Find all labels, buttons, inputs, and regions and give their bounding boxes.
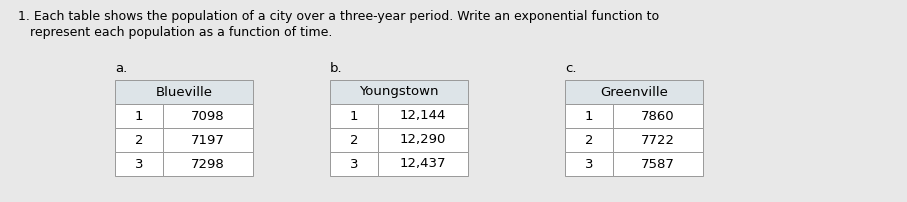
Text: 1: 1: [585, 109, 593, 122]
Bar: [613, 152, 703, 176]
Text: 7197: 7197: [191, 134, 225, 146]
Bar: [565, 128, 613, 152]
Bar: [163, 128, 253, 152]
Bar: [565, 152, 613, 176]
Text: 2: 2: [135, 134, 143, 146]
Text: 7298: 7298: [191, 158, 225, 170]
Bar: [163, 104, 253, 128]
Bar: [565, 80, 703, 104]
Bar: [330, 152, 378, 176]
Bar: [378, 152, 468, 176]
Text: 7860: 7860: [641, 109, 675, 122]
Text: 12,437: 12,437: [400, 158, 446, 170]
Text: 3: 3: [135, 158, 143, 170]
Bar: [163, 152, 253, 176]
Text: Youngstown: Youngstown: [359, 85, 439, 99]
Bar: [115, 104, 163, 128]
Text: b.: b.: [330, 62, 343, 75]
Text: represent each population as a function of time.: represent each population as a function …: [18, 26, 332, 39]
Bar: [330, 80, 468, 104]
Text: 12,144: 12,144: [400, 109, 446, 122]
Bar: [613, 128, 703, 152]
Bar: [115, 128, 163, 152]
Bar: [613, 104, 703, 128]
Text: c.: c.: [565, 62, 577, 75]
Text: Blueville: Blueville: [155, 85, 212, 99]
Bar: [330, 104, 378, 128]
Text: 7587: 7587: [641, 158, 675, 170]
Text: 2: 2: [350, 134, 358, 146]
Text: 7722: 7722: [641, 134, 675, 146]
Text: 1: 1: [135, 109, 143, 122]
Bar: [378, 104, 468, 128]
Text: 12,290: 12,290: [400, 134, 446, 146]
Bar: [330, 128, 378, 152]
Text: 1: 1: [350, 109, 358, 122]
Text: Greenville: Greenville: [600, 85, 668, 99]
Bar: [115, 152, 163, 176]
Text: 1. Each table shows the population of a city over a three-year period. Write an : 1. Each table shows the population of a …: [18, 10, 659, 23]
Text: 2: 2: [585, 134, 593, 146]
Bar: [565, 104, 613, 128]
Bar: [115, 80, 253, 104]
Text: a.: a.: [115, 62, 127, 75]
Text: 7098: 7098: [191, 109, 225, 122]
Text: 3: 3: [350, 158, 358, 170]
Bar: [378, 128, 468, 152]
Text: 3: 3: [585, 158, 593, 170]
